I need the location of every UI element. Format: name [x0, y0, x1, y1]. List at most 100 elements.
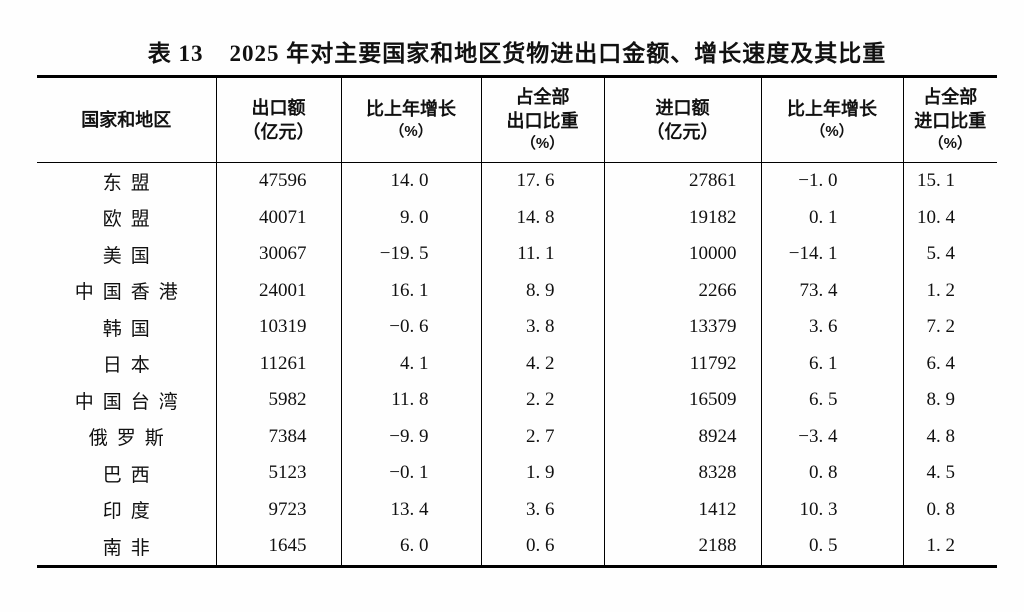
col-header-export-share-line: 占全部 [515, 87, 570, 107]
cell-export-share: 3. 6 [481, 491, 605, 528]
cell-export-share: 4. 2 [481, 345, 605, 382]
cell-import-growth: 6. 5 [761, 382, 904, 419]
table-row: 韩国 10319 −0. 6 3. 8 13379 3. 6 7. 2 [37, 309, 997, 346]
cell-export-share: 0. 6 [481, 528, 605, 566]
cell-export-value: 7384 [216, 418, 342, 455]
cell-import-value: 1412 [604, 491, 762, 528]
cell-import-growth: 3. 6 [761, 309, 904, 346]
cell-export-value: 24001 [216, 272, 342, 309]
col-header-export-share: 占全部出口比重 （%） [481, 76, 605, 163]
col-header-export-value-line: 出口额 [251, 98, 306, 118]
cell-import-share: 10. 4 [917, 206, 955, 228]
cell-export-share: 17. 6 [481, 162, 605, 200]
table-title: 表 13 2025 年对主要国家和地区货物进出口金额、增长速度及其比重 [37, 40, 997, 68]
col-header-import-value-line: 进口额 [655, 98, 710, 118]
cell-import-value: 2188 [604, 528, 762, 566]
cell-region: 中国台湾 [37, 382, 217, 419]
cell-import-share: 4. 5 [926, 462, 956, 484]
cell-import-share: 15. 1 [917, 170, 955, 192]
cell-import-value: 27861 [604, 162, 762, 200]
cell-export-share: 2. 7 [481, 418, 605, 455]
cell-export-share: 14. 8 [481, 199, 605, 236]
cell-import-growth: −1. 0 [761, 162, 904, 200]
cell-export-share: 3. 8 [481, 309, 605, 346]
cell-import-growth: 73. 4 [761, 272, 904, 309]
cell-region: 俄罗斯 [37, 418, 217, 455]
cell-export-growth: 14. 0 [341, 162, 482, 200]
cell-export-growth: 11. 8 [341, 382, 482, 419]
cell-export-growth: 13. 4 [341, 491, 482, 528]
cell-import-growth: −3. 4 [761, 418, 904, 455]
cell-region: 印度 [37, 491, 217, 528]
col-header-import-value-line: （亿元） [646, 122, 719, 142]
col-header-export-share-line: （%） [520, 135, 565, 152]
cell-export-value: 9723 [216, 491, 342, 528]
cell-import-value: 8328 [604, 455, 762, 492]
cell-region: 欧盟 [37, 199, 217, 236]
cell-region: 南非 [37, 528, 217, 566]
col-header-import-value: 进口额 （亿元） [604, 76, 762, 163]
table-row: 南非 1645 6. 0 0. 6 2188 0. 5 1. 2 [37, 528, 997, 566]
cell-import-value: 13379 [604, 309, 762, 346]
table-body: 东盟 47596 14. 0 17. 6 27861 −1. 0 15. 1 欧盟 40071 9… [37, 162, 997, 566]
col-header-export-growth: 比上年增长 （%） [341, 76, 482, 163]
cell-import-growth: 10. 3 [761, 491, 904, 528]
cell-export-value: 5982 [216, 382, 342, 419]
table-header: 国家和地区 出口额 （亿元） 比上年增长 （%） 占全部 出口比重 （%） 进口额 （亿元） 比上年… [37, 76, 997, 163]
cell-export-value: 1645 [216, 528, 342, 566]
table-number: 表 13 [147, 41, 204, 66]
col-header-import-share-line: （%） [928, 135, 972, 152]
cell-import-share: 7. 2 [926, 316, 956, 338]
cell-region: 中国香港 [37, 272, 217, 309]
col-header-import-share-line: 进口比重 [914, 111, 987, 131]
cell-region: 韩国 [37, 309, 217, 346]
cell-import-share: 0. 8 [926, 498, 956, 520]
col-header-export-growth-line: （%） [389, 123, 433, 140]
table-row: 中国香港 24001 16. 1 8. 9 2266 73. 4 1. 2 [37, 272, 997, 309]
col-header-export-growth-line: 比上年增长 [366, 99, 456, 119]
table-row: 东盟 47596 14. 0 17. 6 27861 −1. 0 15. 1 [37, 162, 997, 200]
cell-export-value: 47596 [216, 162, 342, 200]
cell-import-growth: 0. 8 [761, 455, 904, 492]
cell-import-growth: 6. 1 [761, 345, 904, 382]
header-row: 国家和地区 出口额 （亿元） 比上年增长 （%） 占全部 出口比重 （%） 进口额 （亿元） 比上年… [37, 76, 997, 163]
cell-export-growth: 16. 1 [341, 272, 482, 309]
col-header-import-growth-line: （%） [810, 123, 854, 140]
cell-import-value: 10000 [604, 236, 762, 273]
document-page: 表 13 2025 年对主要国家和地区货物进出口金额、增长速度及其比重 国家和地区… [37, 0, 997, 568]
cell-export-value: 30067 [216, 236, 342, 273]
cell-export-growth: −19. 5 [341, 236, 482, 273]
cell-import-growth: 0. 5 [761, 528, 904, 566]
cell-import-share: 5. 4 [926, 243, 956, 265]
cell-export-share: 8. 9 [481, 272, 605, 309]
cell-export-growth: −9. 9 [341, 418, 482, 455]
trade-table: 国家和地区 出口额 （亿元） 比上年增长 （%） 占全部 出口比重 （%） 进口额 （亿元） 比上年… [37, 75, 997, 568]
col-header-import-growth-line: 比上年增长 [787, 99, 877, 119]
cell-import-share: 4. 8 [926, 425, 956, 447]
cell-export-growth: 6. 0 [341, 528, 482, 566]
cell-export-value: 40071 [216, 199, 342, 236]
col-header-export-value: 出口额 （亿元） [216, 76, 342, 163]
cell-region: 东盟 [37, 162, 217, 200]
cell-import-share: 1. 2 [926, 279, 956, 301]
cell-import-value: 11792 [604, 345, 762, 382]
cell-export-growth: −0. 6 [341, 309, 482, 346]
col-header-import-growth: 比上年增长 （%） [761, 76, 904, 163]
table-title-text: 2025 年对主要国家和地区货物进出口金额、增长速度及其比重 [229, 41, 887, 66]
cell-export-growth: 4. 1 [341, 345, 482, 382]
cell-export-share: 2. 2 [481, 382, 605, 419]
col-header-region-line: 国家和地区 [81, 110, 172, 130]
cell-export-share: 11. 1 [481, 236, 605, 273]
cell-region: 美国 [37, 236, 217, 273]
col-header-export-share-line: 出口比重 [506, 111, 579, 131]
cell-region: 日本 [37, 345, 217, 382]
cell-region: 巴西 [37, 455, 217, 492]
cell-import-value: 19182 [604, 199, 762, 236]
table-row: 日本 11261 4. 1 4. 2 11792 6. 1 6. 4 [37, 345, 997, 382]
cell-export-growth: 9. 0 [341, 199, 482, 236]
cell-import-value: 8924 [604, 418, 762, 455]
cell-export-share: 1. 9 [481, 455, 605, 492]
cell-import-share: 6. 4 [926, 352, 956, 374]
cell-export-value: 11261 [216, 345, 342, 382]
table-row: 巴西 5123 −0. 1 1. 9 8328 0. 8 4. 5 [37, 455, 997, 492]
